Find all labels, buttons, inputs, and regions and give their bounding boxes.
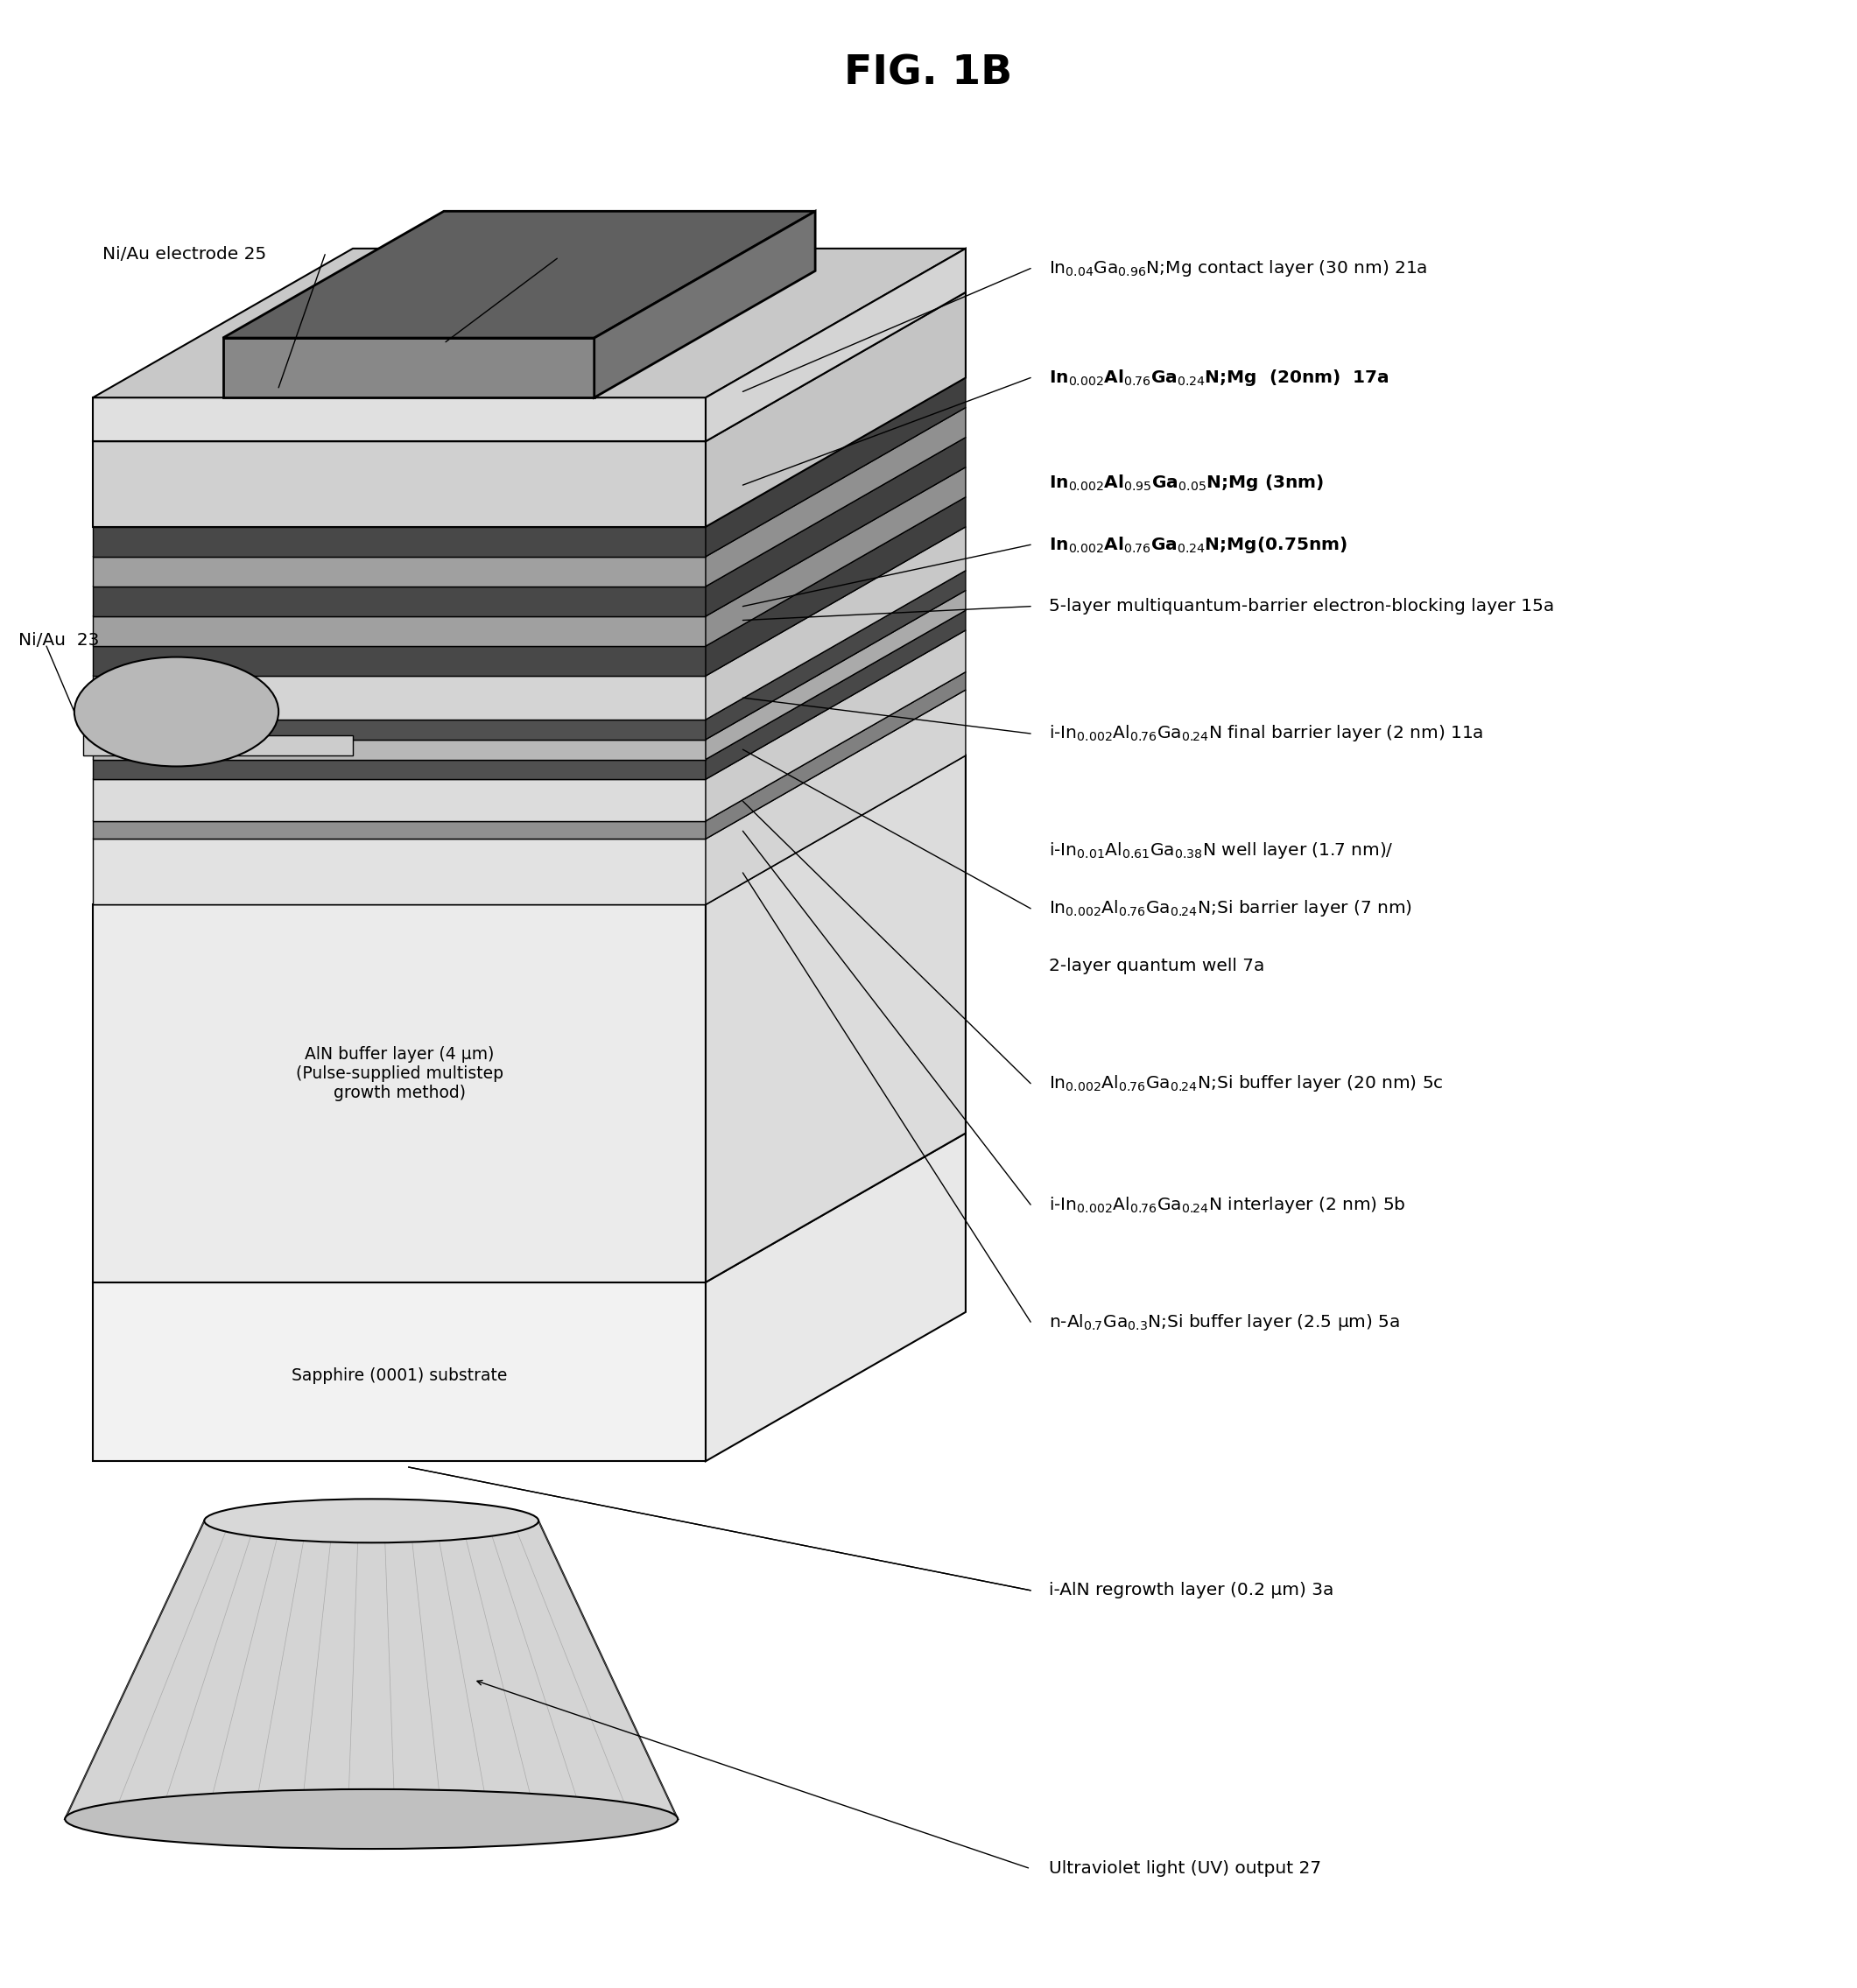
Polygon shape [223, 338, 594, 398]
Text: In$_{0.002}$Al$_{0.76}$Ga$_{0.24}$N;Mg(0.75nm): In$_{0.002}$Al$_{0.76}$Ga$_{0.24}$N;Mg(0… [1049, 535, 1348, 555]
Polygon shape [706, 610, 966, 779]
Text: AlN buffer layer (4 μm)
(Pulse-supplied multistep
growth method): AlN buffer layer (4 μm) (Pulse-supplied … [295, 1046, 503, 1101]
Text: In$_{0.002}$Al$_{0.76}$Ga$_{0.24}$N;Si buffer layer (20 nm) 5c: In$_{0.002}$Al$_{0.76}$Ga$_{0.24}$N;Si b… [1049, 1074, 1445, 1093]
Polygon shape [706, 467, 966, 646]
Ellipse shape [65, 1789, 678, 1849]
Polygon shape [93, 398, 706, 441]
Text: n-Al$_{0.7}$Ga$_{0.3}$N;Si buffer layer (2.5 μm) 5a: n-Al$_{0.7}$Ga$_{0.3}$N;Si buffer layer … [1049, 1312, 1400, 1332]
Text: i-AlN regrowth layer (0.2 μm) 3a: i-AlN regrowth layer (0.2 μm) 3a [1049, 1582, 1333, 1598]
Polygon shape [706, 378, 966, 557]
Polygon shape [93, 248, 966, 398]
Polygon shape [93, 467, 966, 616]
Polygon shape [706, 527, 966, 720]
Text: i-In$_{0.01}$Al$_{0.61}$Ga$_{0.38}$N well layer (1.7 nm)/: i-In$_{0.01}$Al$_{0.61}$Ga$_{0.38}$N wel… [1049, 841, 1395, 861]
Polygon shape [706, 292, 966, 527]
Polygon shape [93, 779, 706, 821]
Polygon shape [706, 630, 966, 821]
Text: Ni/Au electrode 25: Ni/Au electrode 25 [102, 247, 266, 262]
Polygon shape [93, 720, 706, 740]
Polygon shape [93, 1133, 966, 1282]
Polygon shape [706, 690, 966, 905]
Polygon shape [93, 586, 706, 616]
Text: 2-layer quantum well 7a: 2-layer quantum well 7a [1049, 958, 1265, 974]
Polygon shape [706, 437, 966, 616]
Text: i-In$_{0.002}$Al$_{0.76}$Ga$_{0.24}$N final barrier layer (2 nm) 11a: i-In$_{0.002}$Al$_{0.76}$Ga$_{0.24}$N fi… [1049, 724, 1484, 744]
Polygon shape [93, 755, 966, 905]
Polygon shape [223, 211, 815, 338]
Polygon shape [93, 378, 966, 527]
Polygon shape [706, 672, 966, 839]
Polygon shape [93, 646, 706, 676]
Polygon shape [93, 571, 966, 720]
Polygon shape [93, 292, 966, 441]
Text: In$_{0.04}$Ga$_{0.96}$N;Mg contact layer (30 nm) 21a: In$_{0.04}$Ga$_{0.96}$N;Mg contact layer… [1049, 258, 1428, 278]
Polygon shape [93, 740, 706, 759]
Polygon shape [93, 759, 706, 779]
Polygon shape [93, 905, 706, 1282]
Text: Sapphire (0001) substrate: Sapphire (0001) substrate [292, 1368, 507, 1384]
Ellipse shape [204, 1499, 539, 1543]
Polygon shape [93, 821, 706, 839]
Polygon shape [706, 1133, 966, 1461]
Polygon shape [93, 497, 966, 646]
Polygon shape [93, 672, 966, 821]
Polygon shape [93, 690, 966, 839]
Ellipse shape [74, 656, 279, 767]
Text: Ni/Au  23: Ni/Au 23 [19, 632, 100, 648]
Polygon shape [93, 630, 966, 779]
Text: FIG. 1B: FIG. 1B [845, 54, 1012, 93]
Polygon shape [93, 527, 706, 557]
Polygon shape [93, 437, 966, 586]
Text: In$_{0.002}$Al$_{0.95}$Ga$_{0.05}$N;Mg (3nm): In$_{0.002}$Al$_{0.95}$Ga$_{0.05}$N;Mg (… [1049, 473, 1324, 493]
Polygon shape [706, 590, 966, 759]
Polygon shape [93, 616, 706, 646]
Polygon shape [706, 248, 966, 441]
Text: 5-layer multiquantum-barrier electron-blocking layer 15a: 5-layer multiquantum-barrier electron-bl… [1049, 598, 1554, 614]
Polygon shape [93, 590, 966, 740]
Text: In$_{0.002}$Al$_{0.76}$Ga$_{0.24}$N;Mg  (20nm)  17a: In$_{0.002}$Al$_{0.76}$Ga$_{0.24}$N;Mg (… [1049, 368, 1389, 388]
Polygon shape [93, 557, 706, 586]
Polygon shape [84, 736, 353, 755]
Polygon shape [93, 1282, 706, 1461]
Text: In$_{0.002}$Al$_{0.76}$Ga$_{0.24}$N;Si barrier layer (7 nm): In$_{0.002}$Al$_{0.76}$Ga$_{0.24}$N;Si b… [1049, 899, 1413, 918]
Text: i-In$_{0.002}$Al$_{0.76}$Ga$_{0.24}$N interlayer (2 nm) 5b: i-In$_{0.002}$Al$_{0.76}$Ga$_{0.24}$N in… [1049, 1195, 1406, 1215]
Polygon shape [594, 211, 815, 398]
Polygon shape [65, 1521, 678, 1819]
Polygon shape [706, 571, 966, 740]
Polygon shape [93, 610, 966, 759]
Polygon shape [706, 755, 966, 1282]
Polygon shape [93, 441, 706, 527]
Polygon shape [706, 408, 966, 586]
Text: Ultraviolet light (UV) output 27: Ultraviolet light (UV) output 27 [1049, 1861, 1322, 1877]
Polygon shape [93, 527, 966, 676]
Polygon shape [706, 497, 966, 676]
Polygon shape [93, 839, 706, 905]
Polygon shape [93, 676, 706, 720]
Polygon shape [93, 408, 966, 557]
